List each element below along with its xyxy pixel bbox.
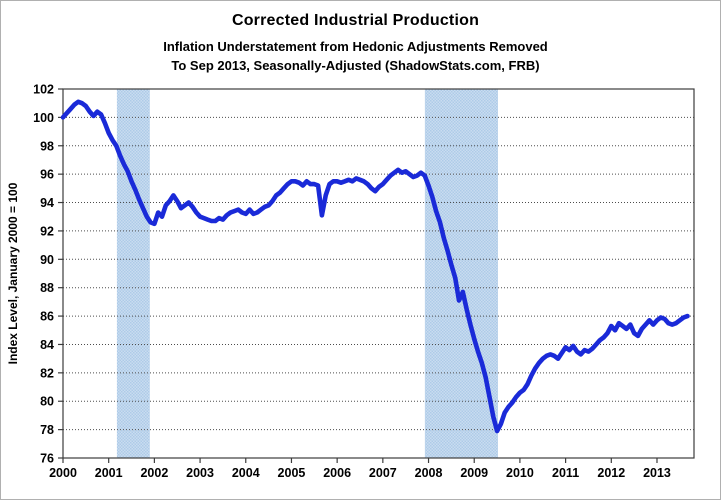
x-tick-label-2007: 2007 — [369, 466, 397, 480]
y-tick-label-86: 86 — [40, 310, 54, 324]
y-tick-label-102: 102 — [33, 83, 54, 97]
x-tick-label-2011: 2011 — [552, 466, 579, 480]
y-tick-label-90: 90 — [40, 253, 54, 267]
y-tick-label-96: 96 — [40, 168, 54, 182]
y-tick-label-98: 98 — [40, 139, 54, 153]
chart-subtitle-line2: To Sep 2013, Seasonally-Adjusted (Shadow… — [171, 58, 540, 73]
y-axis-title: Index Level, January 2000 = 100 — [6, 182, 20, 364]
x-tick-label-2000: 2000 — [49, 466, 77, 480]
plot-frame — [62, 88, 695, 459]
y-tick-label-92: 92 — [40, 224, 54, 238]
y-tick-label-84: 84 — [40, 338, 54, 352]
y-tick-label-94: 94 — [40, 196, 54, 210]
y-tick-label-100: 100 — [33, 111, 54, 125]
x-tick-label-2004: 2004 — [232, 466, 260, 480]
data-series-line — [60, 99, 690, 434]
recession-band-2 — [424, 89, 498, 458]
x-tick-label-2005: 2005 — [278, 466, 306, 480]
y-tick-label-78: 78 — [40, 423, 54, 437]
y-tick-label-80: 80 — [40, 395, 54, 409]
x-tick-label-2008: 2008 — [415, 466, 443, 480]
recession-band-1 — [116, 89, 150, 458]
x-tick-label-2002: 2002 — [140, 466, 168, 480]
y-tick-label-82: 82 — [40, 366, 54, 380]
x-tick-label-2001: 2001 — [95, 466, 123, 480]
x-tick-label-2013: 2013 — [643, 466, 671, 480]
x-tick-label-2009: 2009 — [460, 466, 488, 480]
chart-title: Corrected Industrial Production — [231, 12, 480, 29]
x-tick-label-2003: 2003 — [186, 466, 214, 480]
x-tick-label-2006: 2006 — [323, 466, 351, 480]
x-tick-label-2010: 2010 — [506, 466, 534, 480]
chart-subtitle-line1: Inflation Understatement from Hedonic Ad… — [163, 39, 548, 54]
y-tick-label-76: 76 — [40, 452, 54, 466]
x-tick-label-2012: 2012 — [597, 466, 625, 480]
y-tick-label-88: 88 — [40, 281, 54, 295]
